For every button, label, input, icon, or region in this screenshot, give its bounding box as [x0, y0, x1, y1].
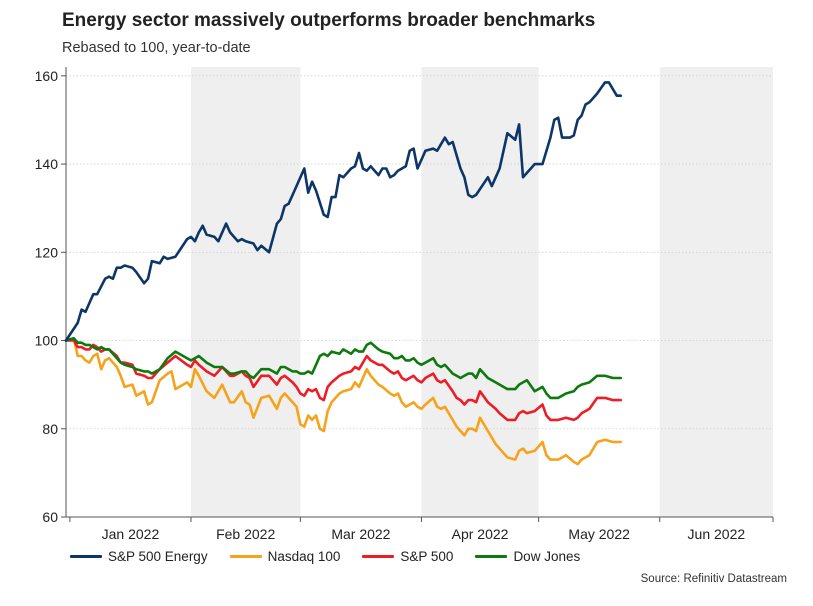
- source-note: Source: Refinitiv Datastream: [640, 573, 787, 585]
- y-tick-label: 100: [35, 333, 59, 349]
- chart-title: Energy sector massively outperforms broa…: [62, 10, 596, 31]
- y-tick-label: 120: [35, 244, 59, 260]
- chart-subtitle: Rebased to 100, year-to-date: [62, 40, 251, 56]
- x-tick-label: May 2022: [568, 526, 630, 542]
- legend-label: Dow Jones: [513, 549, 581, 564]
- series-line-dow-jones: [64, 337, 622, 400]
- x-tick-label: Jan 2022: [102, 526, 160, 542]
- legend-item: S&P 500: [362, 549, 453, 564]
- chart-legend: S&P 500 Energy Nasdaq 100 S&P 500 Dow Jones: [70, 549, 602, 564]
- legend-swatch: [229, 555, 262, 558]
- legend-item: Dow Jones: [475, 549, 580, 564]
- month-bands: [190, 67, 773, 517]
- x-tick-labels: Jan 2022 Feb 2022 Mar 2022 Apr 2022 May 2022…: [102, 526, 746, 542]
- y-tick-labels: 60 80 100 120 140 160: [35, 68, 59, 525]
- legend-item: Nasdaq 100: [229, 549, 341, 564]
- legend-label: Nasdaq 100: [267, 549, 341, 564]
- legend-swatch: [362, 555, 395, 558]
- y-tick-label: 140: [35, 156, 59, 172]
- x-tick-label: Jun 2022: [688, 526, 746, 542]
- legend-label: S&P 500: [400, 549, 454, 564]
- month-band: [659, 67, 773, 517]
- legend-label: S&P 500 Energy: [108, 549, 208, 564]
- y-tick-label: 60: [42, 509, 58, 525]
- series-line-s-p-500-energy: [64, 81, 622, 342]
- x-tick-label: Feb 2022: [216, 526, 275, 542]
- series-line-nasdaq-100: [64, 337, 622, 466]
- series-lines: [64, 81, 622, 466]
- axes: [61, 67, 774, 522]
- x-tick-label: Mar 2022: [331, 526, 390, 542]
- legend-item: S&P 500 Energy: [70, 549, 208, 564]
- series-line-s-p-500: [64, 339, 622, 422]
- y-tick-label: 80: [42, 421, 58, 437]
- month-band: [190, 67, 301, 517]
- y-tick-label: 160: [35, 68, 59, 84]
- legend-swatch: [475, 555, 508, 558]
- x-tick-label: Apr 2022: [452, 526, 509, 542]
- legend-swatch: [70, 555, 102, 558]
